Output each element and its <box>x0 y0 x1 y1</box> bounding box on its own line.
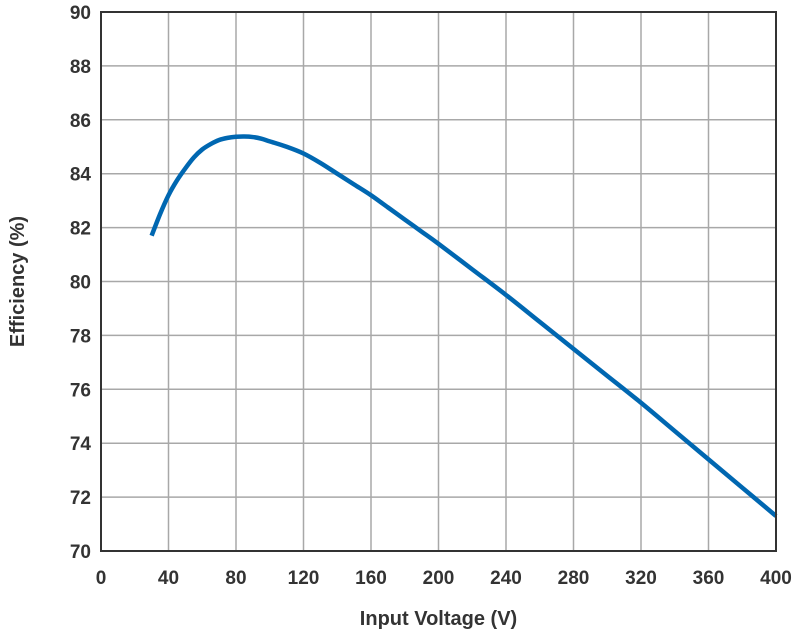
x-tick-label: 200 <box>423 568 455 589</box>
y-tick-label: 82 <box>70 219 91 240</box>
y-tick-label: 84 <box>70 165 92 186</box>
x-tick-label: 80 <box>225 568 246 589</box>
y-tick-label: 76 <box>70 380 91 401</box>
x-tick-label: 120 <box>288 568 320 589</box>
y-tick-label: 90 <box>70 3 91 24</box>
y-tick-label: 80 <box>70 273 91 294</box>
x-tick-label: 160 <box>355 568 387 589</box>
y-tick-label: 78 <box>70 326 91 347</box>
x-tick-label: 360 <box>693 568 725 589</box>
y-tick-labels: 70 72 74 76 78 80 82 84 86 88 90 <box>70 3 92 563</box>
x-tick-label: 280 <box>558 568 590 589</box>
x-axis-label: Input Voltage (V) <box>360 608 517 630</box>
y-tick-label: 86 <box>70 111 91 132</box>
x-tick-label: 0 <box>96 568 107 589</box>
x-tick-labels: 0 40 80 120 160 200 240 280 320 360 400 <box>96 568 792 589</box>
x-tick-label: 240 <box>490 568 522 589</box>
plot-frame <box>100 11 777 552</box>
y-tick-label: 88 <box>70 57 91 78</box>
x-tick-label: 320 <box>625 568 657 589</box>
y-axis-label: Efficiency (%) <box>7 216 29 347</box>
efficiency-series-line <box>149 134 778 518</box>
grid <box>101 12 776 551</box>
x-tick-label: 40 <box>158 568 179 589</box>
y-tick-label: 72 <box>70 488 91 509</box>
series-layer <box>149 134 778 518</box>
x-tick-label: 400 <box>760 568 792 589</box>
y-tick-label: 70 <box>70 542 91 563</box>
y-tick-label: 74 <box>70 434 92 455</box>
